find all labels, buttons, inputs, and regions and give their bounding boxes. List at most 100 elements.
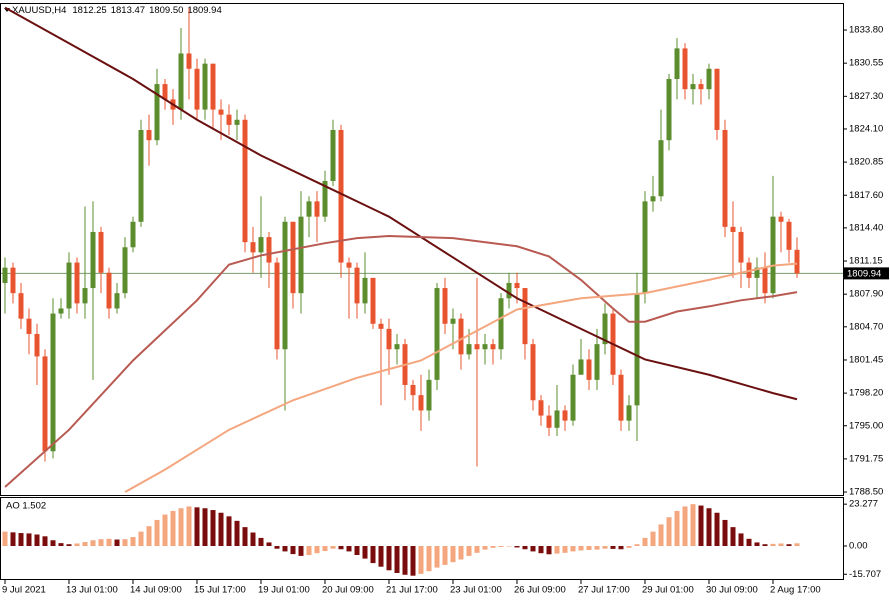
ao-bar — [282, 546, 288, 552]
x-tick-label: 14 Jul 09:00 — [130, 585, 182, 596]
ao-bar — [714, 512, 720, 547]
ao-bar — [74, 543, 80, 547]
candle-body — [642, 201, 648, 294]
candle-body — [106, 272, 112, 309]
ao-bar — [506, 546, 512, 547]
y-tick-label: 1830.55 — [849, 58, 883, 69]
header: XAUUSD,H4 1812.25 1813.47 1809.50 1809.94 — [12, 5, 222, 16]
y-tick-label: 1827.30 — [849, 91, 883, 102]
candle-body — [714, 68, 720, 130]
candle-body — [162, 84, 168, 100]
ao-bar — [690, 504, 696, 547]
candle-body — [594, 344, 600, 380]
ao-bar — [434, 546, 440, 568]
candle-body — [258, 237, 264, 253]
ao-bar — [98, 539, 104, 547]
ao-bar — [594, 546, 600, 550]
ao-bar — [178, 508, 184, 547]
candle-body — [762, 267, 768, 294]
candle-body — [362, 277, 368, 304]
ao-bar — [762, 544, 768, 547]
ao-bar — [122, 539, 128, 547]
candle-body — [418, 395, 424, 411]
ao-bar — [322, 546, 328, 552]
x-tick-label: 29 Jul 01:00 — [642, 585, 694, 596]
candle-body — [578, 359, 584, 375]
ao-bar — [450, 546, 456, 563]
candle-body — [466, 344, 472, 355]
candle-body — [202, 63, 208, 110]
ao-bar — [522, 546, 528, 550]
ao-bar — [58, 543, 64, 547]
y-tick-label: 1791.75 — [849, 453, 883, 464]
ao-bar — [330, 546, 336, 549]
ao-bar — [546, 546, 552, 555]
ao-bar — [794, 543, 800, 547]
ao-bar — [530, 546, 536, 552]
ao-bar — [682, 506, 688, 547]
candle-body — [58, 308, 64, 314]
ao-bar — [194, 507, 200, 547]
ao-bar — [370, 546, 376, 564]
ao-bar — [18, 533, 24, 547]
ao-bar — [578, 546, 584, 551]
candle-body — [306, 201, 312, 217]
ao-bar — [10, 532, 16, 547]
ao-bar — [82, 542, 88, 547]
ao-bar — [226, 516, 232, 547]
ao-bar — [34, 534, 40, 547]
candle-body — [98, 231, 104, 273]
x-tick-label: 20 Jul 09:00 — [322, 585, 374, 596]
y-tick-label: 0.00 — [849, 541, 868, 552]
candle-body — [754, 267, 760, 278]
ao-bar — [482, 546, 488, 550]
candle-body — [562, 410, 568, 421]
candle-body — [122, 247, 128, 294]
ao-bar — [746, 538, 752, 547]
ao-bar — [146, 526, 152, 547]
candle-body — [586, 359, 592, 380]
y-tick-label: 1804.70 — [849, 321, 883, 332]
candle-body — [290, 221, 296, 294]
candle-body — [626, 405, 632, 421]
ao-bar — [466, 546, 472, 556]
y-tick-label: 23.277 — [849, 499, 878, 510]
candle-body — [298, 216, 304, 294]
candle-body — [458, 318, 464, 355]
y-tick-label: 1817.60 — [849, 190, 883, 201]
candle-body — [218, 109, 224, 115]
y-tick-label: 1814.40 — [849, 222, 883, 233]
ao-bar — [778, 543, 784, 547]
ao-bar — [458, 546, 464, 560]
candle-body — [322, 180, 328, 217]
x-tick-label: 2 Aug 17:00 — [770, 585, 821, 596]
candle-body — [506, 282, 512, 299]
ao-bar — [570, 546, 576, 552]
candle-body — [18, 293, 24, 319]
ao-bar — [2, 531, 8, 547]
ao-bar — [514, 546, 520, 548]
ao-bar — [130, 537, 136, 547]
candle-body — [242, 119, 248, 243]
ao-bar — [258, 537, 264, 547]
candle-body — [266, 237, 272, 263]
candle-body — [434, 288, 440, 380]
y-tick-label: 1833.80 — [849, 25, 883, 36]
candle-body — [82, 288, 88, 304]
y-tick-label: 1795.00 — [849, 420, 883, 431]
candle-body — [666, 78, 672, 141]
ao-bar — [738, 533, 744, 547]
ao-bar — [66, 544, 72, 547]
ao-bar — [658, 524, 664, 547]
ao-bar — [362, 546, 368, 559]
ao-bar — [674, 510, 680, 547]
ao-bar — [346, 546, 352, 552]
candle-body — [538, 400, 544, 416]
ao-bar — [650, 531, 656, 547]
candle-body — [114, 293, 120, 309]
candle-body — [522, 288, 528, 345]
candle-body — [690, 84, 696, 90]
candle-body — [650, 196, 656, 202]
candle-body — [698, 84, 704, 90]
candle-body — [618, 374, 624, 421]
